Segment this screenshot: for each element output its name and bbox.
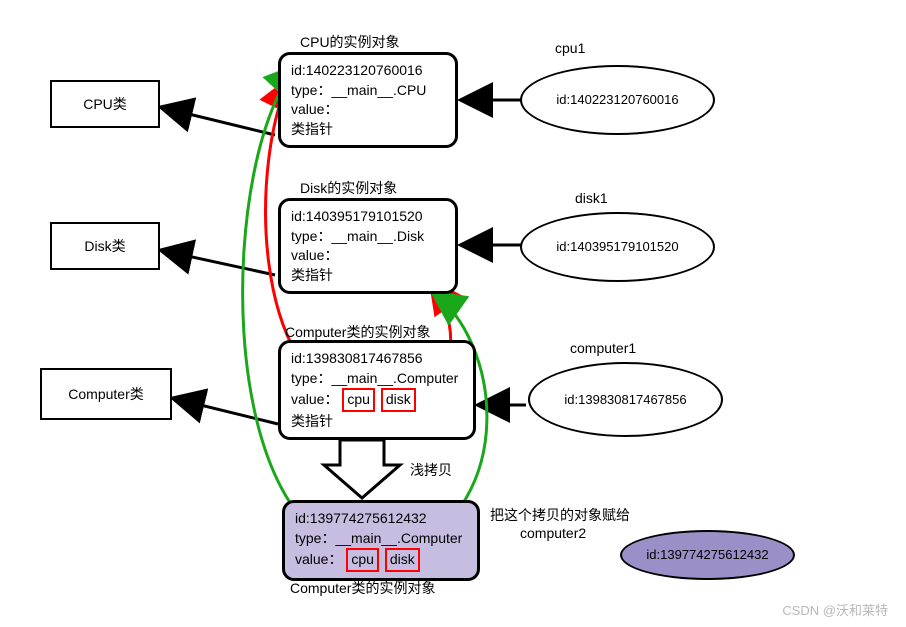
instance-box-copy: id:139774275612432 type：__main__.Compute… [282, 500, 480, 581]
instance-title-computer: Computer类的实例对象 [285, 322, 430, 342]
class-box-computer: Computer类 [40, 368, 172, 420]
ellipse-name-cpu1: cpu1 [555, 40, 585, 56]
value-disk-ref: disk [385, 548, 420, 572]
ellipse-cpu1: id:140223120760016 [520, 65, 715, 135]
instance-box-cpu: id:140223120760016 type：__main__.CPU val… [278, 52, 458, 148]
instance-title-copy: Computer类的实例对象 [290, 578, 435, 598]
ellipse-computer1: id:139830817467856 [528, 362, 723, 437]
value-cpu-ref: cpu [346, 548, 379, 572]
label-shallow-copy: 浅拷贝 [410, 460, 452, 480]
instance-title-cpu: CPU的实例对象 [300, 32, 400, 52]
value-disk-ref: disk [381, 388, 416, 412]
ellipse-name-computer1: computer1 [570, 340, 636, 356]
ellipse-disk1: id:140395179101520 [520, 212, 715, 282]
watermark: CSDN @沃和莱特 [782, 600, 888, 619]
class-label: CPU类 [83, 94, 127, 114]
value-cpu-ref: cpu [342, 388, 375, 412]
instance-title-disk: Disk的实例对象 [300, 178, 397, 198]
instance-box-computer: id:139830817467856 type：__main__.Compute… [278, 340, 476, 440]
class-box-disk: Disk类 [50, 222, 160, 270]
label-assign2: computer2 [520, 525, 586, 541]
class-label: Computer类 [68, 384, 143, 404]
label-assign1: 把这个拷贝的对象赋给 [490, 505, 630, 525]
class-box-cpu: CPU类 [50, 80, 160, 128]
ellipse-name-disk1: disk1 [575, 190, 608, 206]
instance-box-disk: id:140395179101520 type：__main__.Disk va… [278, 198, 458, 294]
class-label: Disk类 [84, 236, 125, 256]
ellipse-computer2: id:139774275612432 [620, 530, 795, 580]
